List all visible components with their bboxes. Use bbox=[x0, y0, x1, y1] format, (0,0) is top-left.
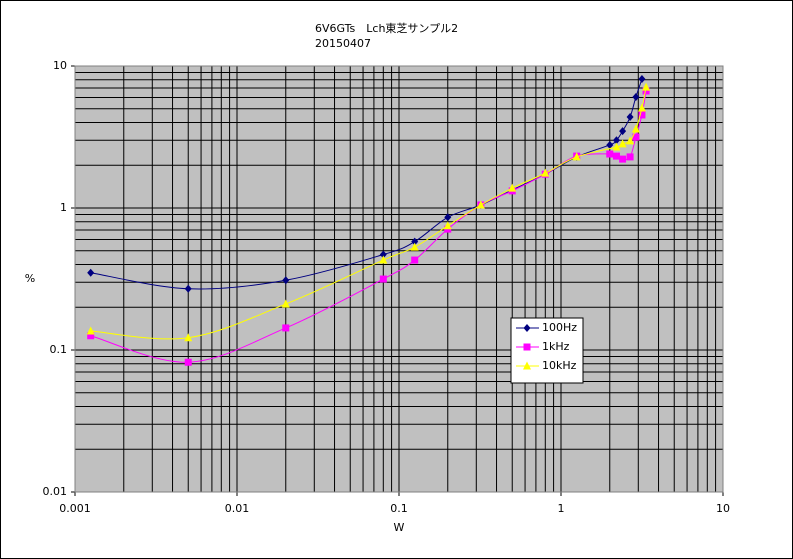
marker bbox=[612, 142, 621, 151]
y-tick-label: 1 bbox=[60, 201, 67, 214]
marker bbox=[379, 255, 388, 264]
legend-label: 10kHz bbox=[542, 359, 577, 372]
marker bbox=[612, 152, 620, 160]
marker bbox=[411, 237, 419, 246]
marker bbox=[523, 324, 531, 332]
marker bbox=[508, 183, 517, 192]
marker bbox=[642, 87, 650, 95]
marker bbox=[626, 153, 634, 161]
legend-box bbox=[510, 317, 584, 384]
marker bbox=[476, 200, 485, 209]
marker bbox=[184, 333, 193, 342]
marker bbox=[86, 326, 95, 335]
marker bbox=[87, 268, 95, 277]
y-tick-label: 0.1 bbox=[50, 343, 68, 356]
marker bbox=[642, 82, 651, 91]
legend-label: 1kHz bbox=[542, 340, 570, 353]
x-tick-label: 1 bbox=[558, 502, 565, 515]
marker bbox=[606, 150, 614, 158]
marker bbox=[523, 343, 531, 351]
marker bbox=[618, 139, 627, 148]
x-tick-label: 0.1 bbox=[390, 502, 408, 515]
marker bbox=[637, 103, 646, 112]
x-axis-label: W bbox=[394, 521, 405, 534]
y-tick-label: 0.01 bbox=[43, 485, 68, 498]
y-tick-label: 10 bbox=[53, 59, 67, 72]
marker bbox=[87, 332, 95, 340]
marker bbox=[626, 136, 635, 145]
x-tick-label: 10 bbox=[716, 502, 730, 515]
marker bbox=[379, 250, 387, 259]
marker bbox=[631, 124, 640, 133]
marker bbox=[572, 152, 581, 161]
marker bbox=[606, 140, 614, 149]
marker bbox=[626, 113, 634, 122]
marker bbox=[282, 276, 290, 285]
marker bbox=[541, 168, 550, 177]
marker bbox=[379, 275, 387, 283]
chart-title: 6V6GTs Lch東芝サンプル2 bbox=[315, 22, 458, 35]
x-tick-label: 0.001 bbox=[59, 502, 91, 515]
marker bbox=[612, 136, 620, 145]
marker bbox=[410, 242, 419, 251]
marker bbox=[184, 358, 192, 366]
x-tick-label: 0.01 bbox=[225, 502, 250, 515]
marker bbox=[638, 74, 646, 83]
marker bbox=[411, 256, 419, 264]
marker bbox=[619, 127, 627, 136]
marker bbox=[281, 299, 290, 308]
chart-subtitle: 20150407 bbox=[315, 37, 371, 50]
marker bbox=[443, 221, 452, 230]
marker bbox=[184, 284, 192, 293]
marker bbox=[619, 155, 627, 163]
y-axis-label: % bbox=[25, 272, 35, 285]
plot-border bbox=[74, 65, 724, 493]
marker bbox=[632, 133, 640, 141]
marker bbox=[444, 213, 452, 222]
marker bbox=[632, 92, 640, 101]
marker bbox=[282, 324, 290, 332]
marker bbox=[523, 361, 531, 370]
legend-label: 100Hz bbox=[542, 321, 577, 334]
marker bbox=[638, 111, 646, 119]
